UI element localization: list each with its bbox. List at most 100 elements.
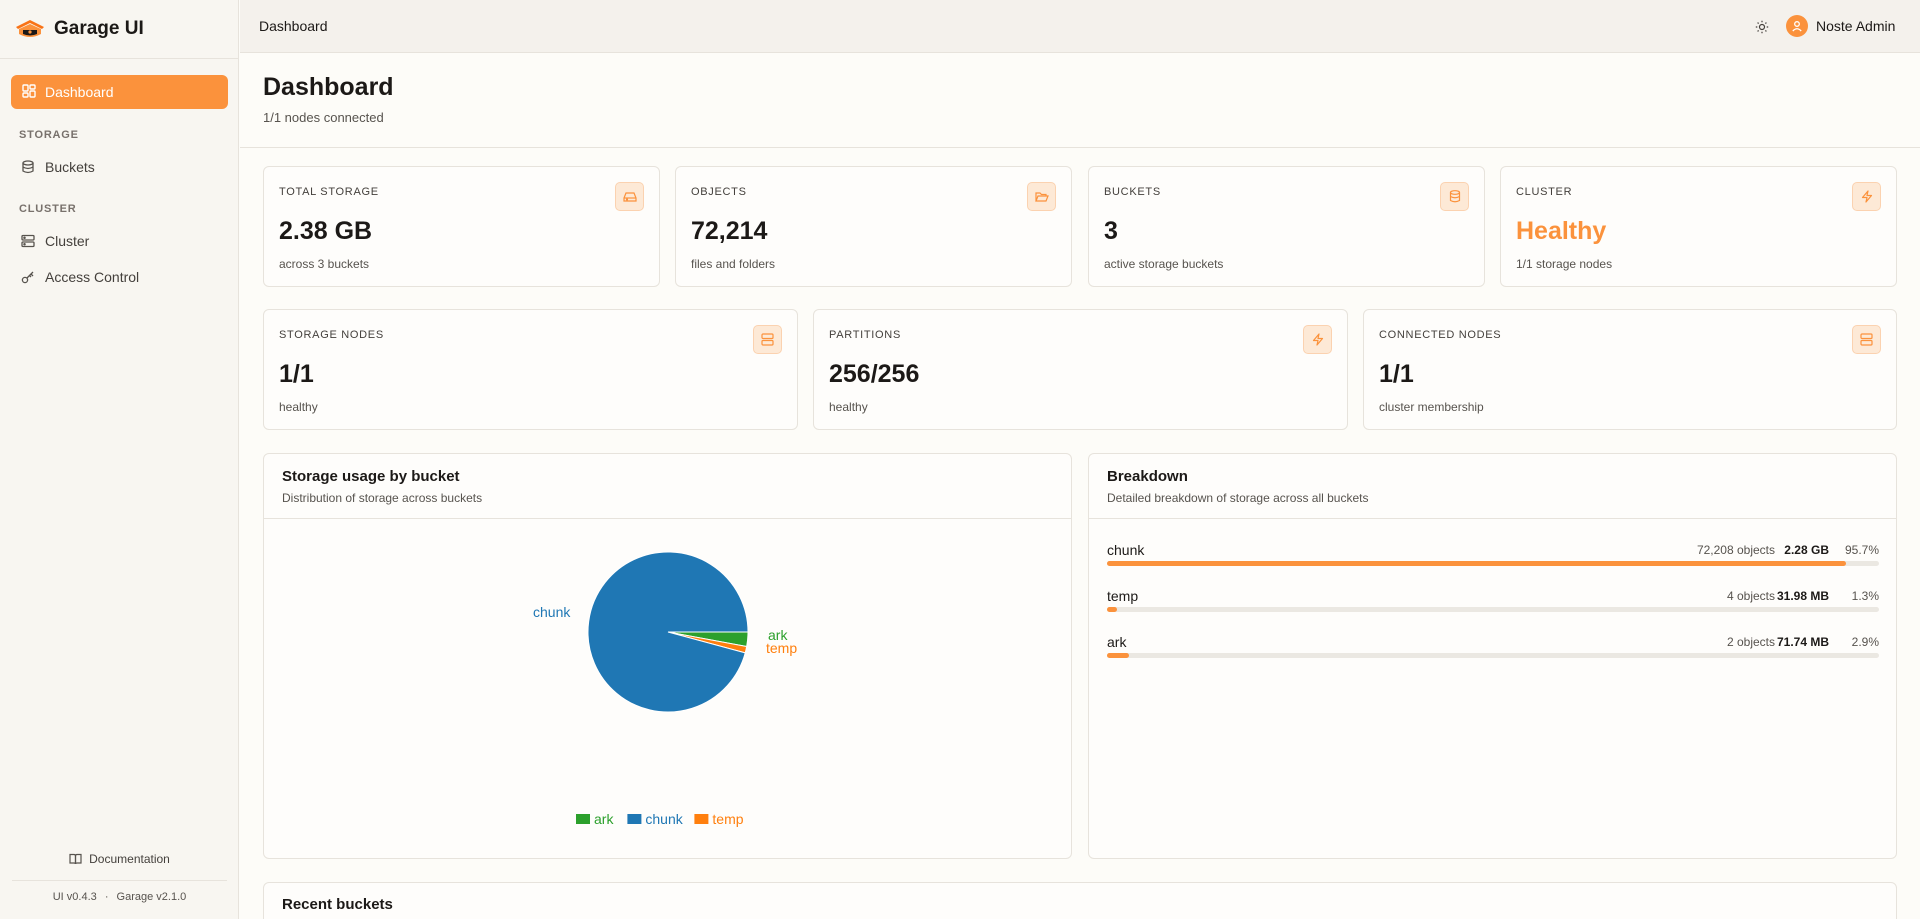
usage-bar-track <box>1107 653 1879 658</box>
ui-version: UI v0.4.3 <box>52 891 97 903</box>
breakdown-row-chunk[interactable]: chunk 72,208 objects 2.28 GB 95.7% <box>1107 542 1879 572</box>
zap-icon <box>1303 325 1332 354</box>
garage-logo-icon <box>16 20 44 37</box>
sun-icon <box>1755 20 1769 34</box>
version-separator: · <box>104 891 109 903</box>
sidebar-item-cluster[interactable]: Cluster <box>11 224 228 258</box>
book-open-icon <box>69 853 82 865</box>
stat-label: TOTAL STORAGE <box>279 186 379 198</box>
page-subtitle: 1/1 nodes connected <box>263 110 384 125</box>
stat-subtext: cluster membership <box>1379 400 1484 414</box>
panel-title: Recent buckets <box>282 896 393 913</box>
breakdown-row-temp[interactable]: temp 4 objects 31.98 MB 1.3% <box>1107 588 1879 618</box>
documentation-label: Documentation <box>89 852 170 866</box>
stat-card-objects: OBJECTS 72,214 files and folders <box>675 166 1072 287</box>
top-header: Dashboard <box>240 0 1920 53</box>
stat-label: PARTITIONS <box>829 329 901 341</box>
legend-item-temp[interactable]: temp <box>694 811 744 827</box>
pie-label-temp: temp <box>766 640 797 656</box>
stat-card-total-storage: TOTAL STORAGE 2.38 GB across 3 buckets <box>263 166 660 287</box>
stat-value: 1/1 <box>1379 360 1414 388</box>
nav-section-storage: STORAGE <box>19 129 79 141</box>
stat-card-partitions: PARTITIONS 256/256 healthy <box>813 309 1348 430</box>
bucket-name: ark <box>1107 634 1127 650</box>
sidebar-item-buckets[interactable]: Buckets <box>11 150 228 184</box>
stat-value: 2.38 GB <box>279 217 373 245</box>
legend-item-ark[interactable]: ark <box>576 811 614 827</box>
bucket-name: chunk <box>1107 542 1145 558</box>
stat-label: OBJECTS <box>691 186 747 198</box>
sidebar-item-dashboard[interactable]: Dashboard <box>11 75 228 109</box>
page-divider <box>240 147 1920 148</box>
sidebar-item-label: Cluster <box>45 233 90 249</box>
breakdown-row-ark[interactable]: ark 2 objects 71.74 MB 2.9% <box>1107 634 1879 664</box>
bucket-size: 2.28 GB <box>1784 543 1829 557</box>
stat-value: 1/1 <box>279 360 314 388</box>
user-name: Noste Admin <box>1816 18 1896 34</box>
sidebar-divider <box>12 880 227 881</box>
server-icon <box>1852 325 1881 354</box>
sidebar-item-label: Access Control <box>45 269 140 285</box>
legend-label: temp <box>712 811 743 827</box>
legend-item-chunk[interactable]: chunk <box>627 811 684 827</box>
bucket-size: 71.74 MB <box>1776 635 1829 649</box>
sidebar: Garage UI Dashboard STORAGE Buckets CLUS… <box>0 0 239 919</box>
bucket-size: 31.98 MB <box>1776 589 1829 603</box>
stat-subtext: healthy <box>829 400 868 414</box>
storage-usage-panel: Storage usage by bucket Distribution of … <box>263 453 1072 859</box>
legend-swatch <box>694 814 709 824</box>
recent-buckets-panel: Recent buckets <box>263 882 1897 919</box>
object-count: 4 objects <box>1726 589 1775 603</box>
usage-bar-track <box>1107 561 1879 566</box>
bucket-name: temp <box>1107 588 1139 604</box>
server-icon <box>753 325 782 354</box>
zap-icon <box>1852 182 1881 211</box>
dashboard-icon <box>22 83 36 101</box>
stat-subtext: active storage buckets <box>1104 257 1224 271</box>
object-count: 2 objects <box>1726 635 1775 649</box>
key-icon <box>21 270 35 284</box>
sidebar-item-access-control[interactable]: Access Control <box>11 260 228 294</box>
stat-card-buckets: BUCKETS 3 active storage buckets <box>1088 166 1485 287</box>
user-menu[interactable]: Noste Admin <box>1786 15 1895 37</box>
panel-subtitle: Distribution of storage across buckets <box>282 491 483 505</box>
panel-title: Storage usage by bucket <box>282 468 460 485</box>
database-icon <box>1440 182 1469 211</box>
stat-card-connected-nodes: CONNECTED NODES 1/1 cluster membership <box>1363 309 1897 430</box>
stat-label: STORAGE NODES <box>279 329 384 341</box>
stat-value: 72,214 <box>691 217 768 245</box>
avatar <box>1786 15 1808 37</box>
breakdown-panel: Breakdown Detailed breakdown of storage … <box>1088 453 1897 859</box>
stat-card-storage-nodes: STORAGE NODES 1/1 healthy <box>263 309 798 430</box>
nav-section-cluster: CLUSTER <box>19 203 77 215</box>
object-count: 72,208 objects <box>1696 543 1775 557</box>
bucket-percent: 2.9% <box>1851 635 1879 649</box>
pie-slice-chunk[interactable] <box>587 551 749 713</box>
legend-swatch <box>627 814 642 824</box>
stat-label: BUCKETS <box>1104 186 1161 198</box>
stat-card-cluster: CLUSTER Healthy 1/1 storage nodes <box>1500 166 1897 287</box>
page-title: Dashboard <box>263 73 394 101</box>
stat-subtext: healthy <box>279 400 318 414</box>
documentation-link[interactable]: Documentation <box>0 852 239 866</box>
stat-value: 256/256 <box>829 360 920 388</box>
folder-open-icon <box>1027 182 1056 211</box>
usage-bar-fill <box>1107 653 1130 658</box>
usage-bar-fill <box>1107 561 1846 566</box>
brand[interactable]: Garage UI <box>0 0 238 59</box>
usage-bar-track <box>1107 607 1879 612</box>
sidebar-item-label: Buckets <box>45 159 95 175</box>
theme-toggle-button[interactable] <box>1752 17 1772 37</box>
hard-drive-icon <box>615 182 644 211</box>
usage-bar-fill <box>1107 607 1118 612</box>
stat-label: CLUSTER <box>1516 186 1573 198</box>
user-icon <box>1792 21 1802 32</box>
stat-value: 3 <box>1104 217 1118 245</box>
app-name: Garage UI <box>54 18 144 39</box>
panel-title: Breakdown <box>1107 468 1188 485</box>
panel-divider <box>1089 518 1896 519</box>
server-icon <box>21 234 35 248</box>
stat-subtext: across 3 buckets <box>279 257 370 271</box>
version-info: UI v0.4.3 · Garage v2.1.0 <box>0 891 239 903</box>
